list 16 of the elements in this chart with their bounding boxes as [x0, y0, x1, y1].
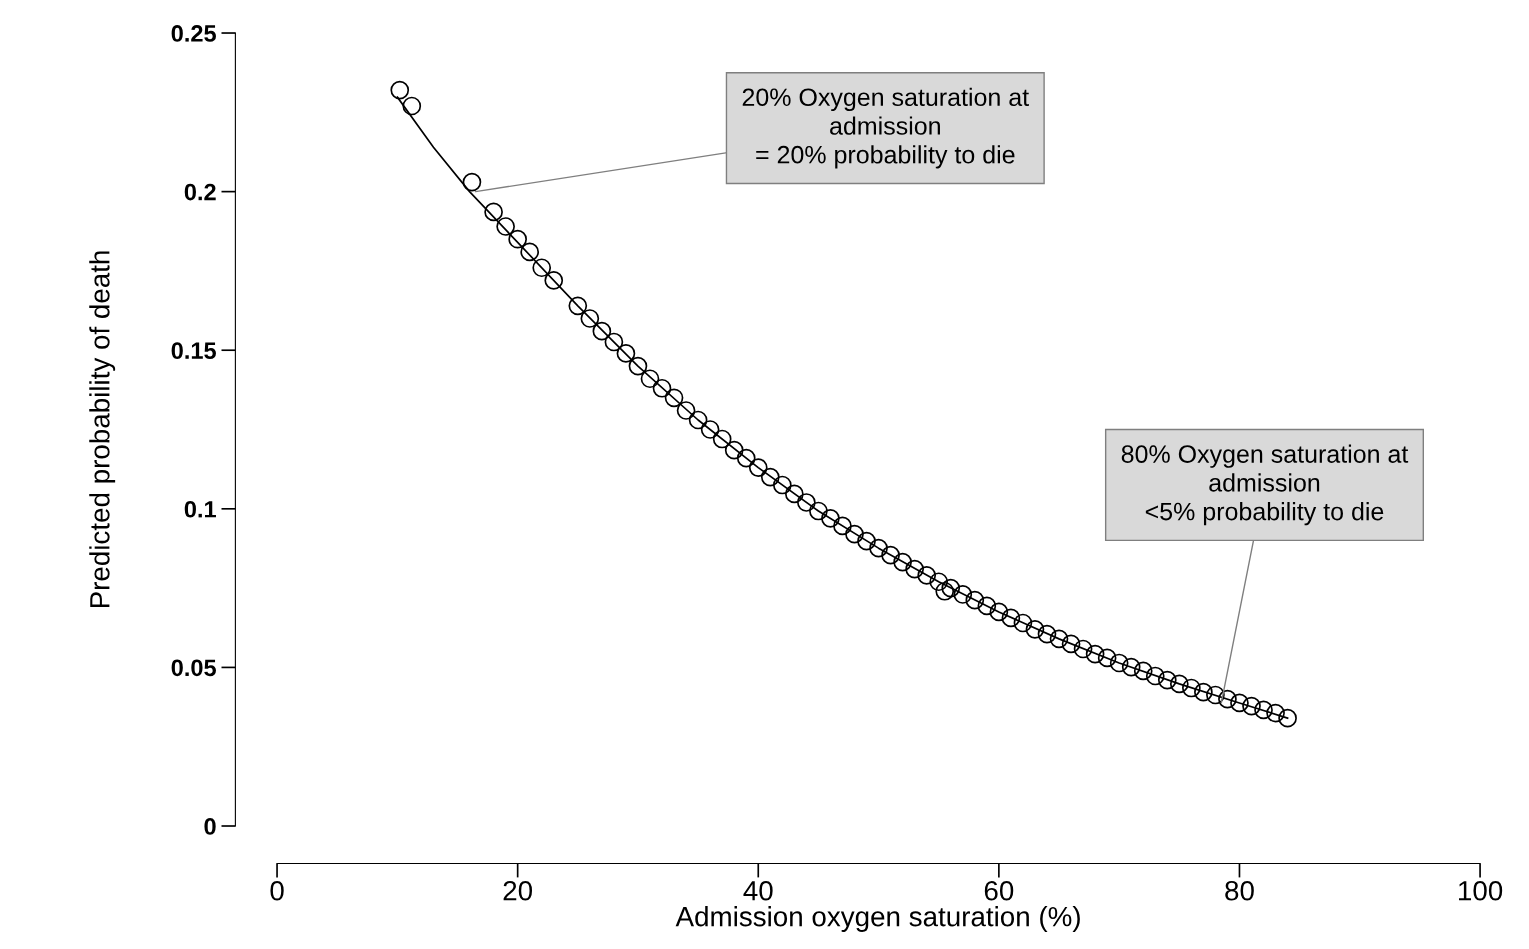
x-tick-label: 60: [984, 880, 1014, 901]
x-tick-label: 80: [1225, 880, 1254, 901]
y-tick-label: 0.2: [184, 183, 216, 201]
x-axis-title: Admission oxygen saturation (%): [675, 906, 1080, 932]
y-tick-label: 0.05: [171, 659, 216, 677]
x-tick-label: 100: [1459, 880, 1503, 901]
y-tick-label: 0: [204, 818, 216, 835]
annotation: 80% Oxygen saturation at admission <5% probability to die: [1121, 444, 1409, 526]
annotation: 20% Oxygen saturation at admission = 20% probability to die: [742, 87, 1029, 169]
y-axis-title: Predicted probability of death: [89, 251, 116, 608]
x-tick-label: 40: [743, 880, 773, 901]
x-tick-label: 0: [270, 880, 284, 901]
y-tick-label: 0.15: [171, 342, 216, 360]
x-tick-label: 20: [503, 880, 533, 901]
y-tick-label: 0.1: [184, 500, 216, 518]
y-tick-label: 0.25: [171, 25, 216, 42]
